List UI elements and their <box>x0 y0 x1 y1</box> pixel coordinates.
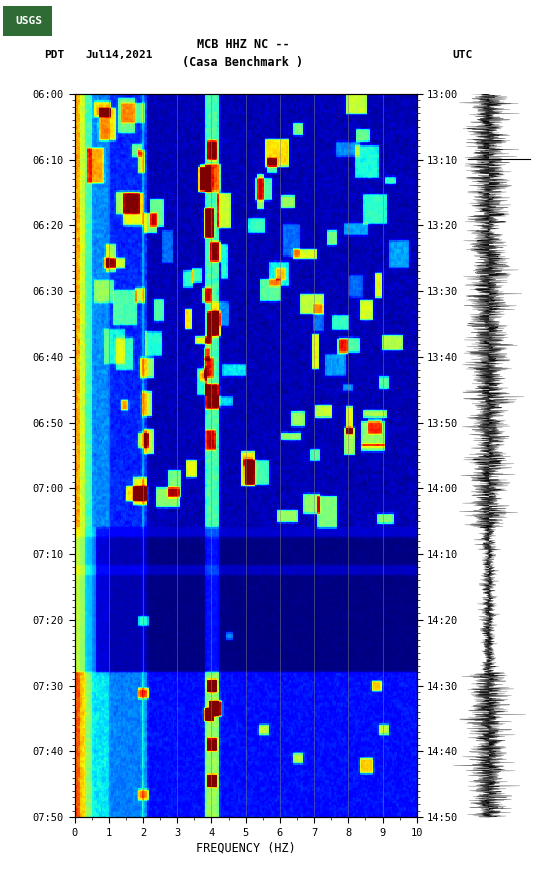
Text: PDT: PDT <box>44 50 65 61</box>
Text: (Casa Benchmark ): (Casa Benchmark ) <box>182 56 304 69</box>
X-axis label: FREQUENCY (HZ): FREQUENCY (HZ) <box>196 842 295 855</box>
Text: MCB HHZ NC --: MCB HHZ NC -- <box>197 38 289 51</box>
Text: USGS: USGS <box>15 16 42 26</box>
Text: Jul14,2021: Jul14,2021 <box>86 50 153 61</box>
Text: UTC: UTC <box>453 50 473 61</box>
